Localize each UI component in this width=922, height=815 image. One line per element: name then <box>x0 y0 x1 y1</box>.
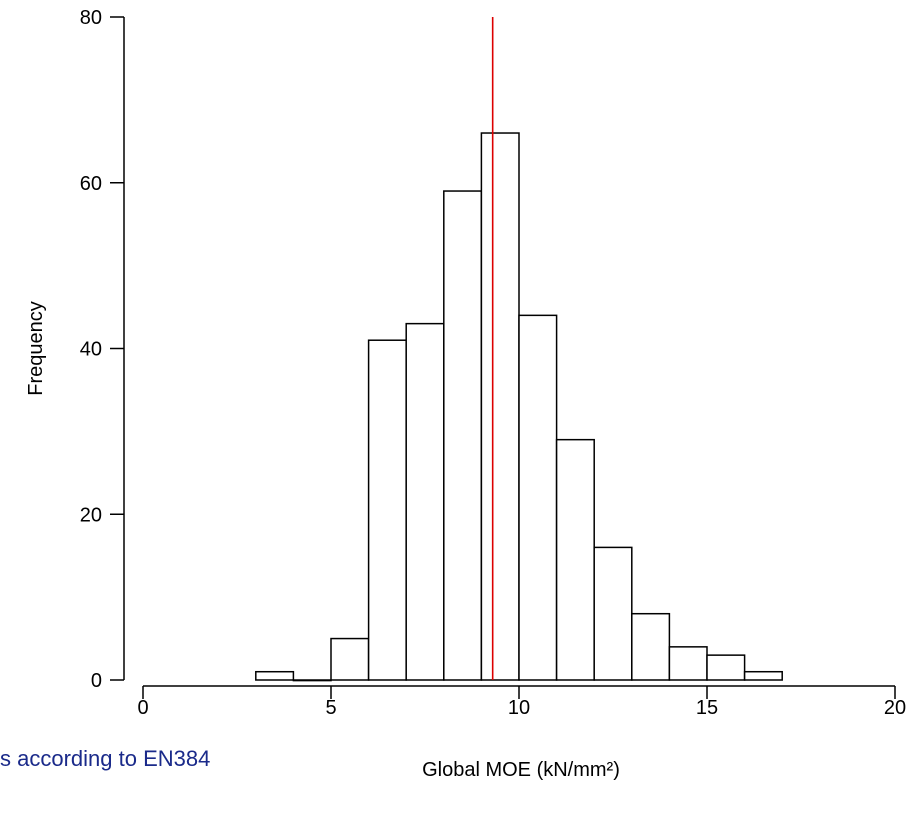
y-tick-label: 80 <box>80 7 102 29</box>
histogram-bar-13 <box>743 670 783 681</box>
x-tick-label: 5 <box>325 697 336 719</box>
caption-text: s according to EN384 <box>0 746 211 771</box>
y-tick-label: 40 <box>80 339 102 361</box>
y-axis-label: Frequency <box>25 301 47 396</box>
x-tick-label: 15 <box>696 697 718 719</box>
y-tick-label: 0 <box>91 670 102 692</box>
histogram-bar-10 <box>631 612 671 681</box>
histogram-bar-5 <box>443 190 483 681</box>
x-tick-label: 0 <box>137 697 148 719</box>
y-tick-label: 20 <box>80 504 102 526</box>
histogram-bars <box>255 132 783 682</box>
histogram-bar-0 <box>255 670 295 681</box>
histogram-bar-9 <box>593 546 633 681</box>
histogram-bar-8 <box>555 438 595 681</box>
x-tick-label: 10 <box>508 697 530 719</box>
histogram-bar-2 <box>330 637 370 681</box>
histogram-bar-12 <box>706 654 746 681</box>
histogram-bar-1 <box>292 679 332 682</box>
histogram-bar-11 <box>668 646 708 681</box>
x-tick-label: 20 <box>884 697 906 719</box>
x-axis: 0 5 10 15 20 <box>137 685 906 719</box>
x-axis-label: Global MOE (kN/mm²) <box>422 759 620 781</box>
histogram-bar-7 <box>518 314 558 681</box>
histogram-bar-4 <box>405 322 445 681</box>
y-tick-label: 60 <box>80 173 102 195</box>
histogram-bar-6 <box>480 132 520 681</box>
y-axis: 0 20 40 60 80 <box>80 7 125 692</box>
histogram-bar-3 <box>367 339 407 681</box>
